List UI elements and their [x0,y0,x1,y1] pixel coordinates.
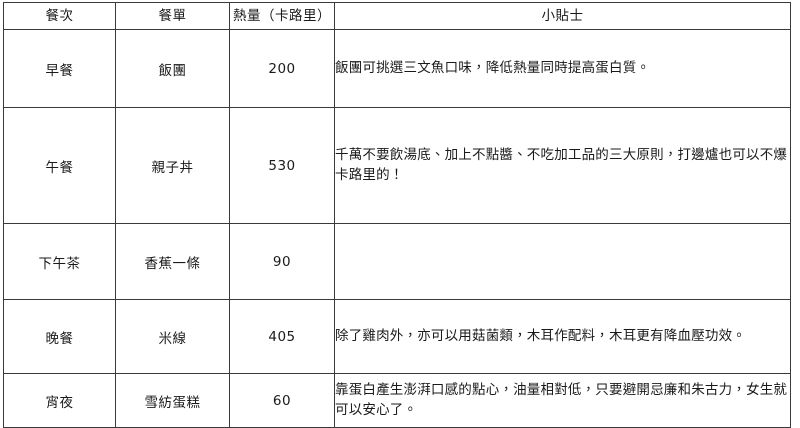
cell-item: 飯團 [115,29,230,108]
cell-tip: 飯團可挑選三文魚口味，降低熱量同時提高蛋白質。 [334,29,791,108]
cell-item: 雪紡蛋糕 [115,373,230,428]
table-row: 下午茶 香蕉一條 90 [3,223,791,300]
cell-meal: 早餐 [3,29,116,108]
table-row: 午餐 親子丼 530 千萬不要飲湯底、加上不點醬、不吃加工品的三大原則，打邊爐也… [3,107,791,224]
cell-calorie: 530 [229,107,335,224]
cell-item: 親子丼 [115,107,230,224]
column-header-tip: 小貼士 [334,2,791,30]
cell-meal: 晚餐 [3,299,116,374]
cell-calorie: 90 [229,223,335,300]
cell-calorie: 60 [229,373,335,428]
table-row: 晚餐 米線 405 除了雞肉外，亦可以用菇菌類，木耳作配料，木耳更有降血壓功效。 [3,299,791,374]
table-header-row: 餐次 餐單 熱量（卡路里） 小貼士 [3,2,791,30]
column-header-item: 餐單 [115,2,230,30]
cell-tip: 除了雞肉外，亦可以用菇菌類，木耳作配料，木耳更有降血壓功效。 [334,299,791,374]
cell-tip: 千萬不要飲湯底、加上不點醬、不吃加工品的三大原則，打邊爐也可以不爆卡路里的！ [334,107,791,224]
cell-calorie: 200 [229,29,335,108]
table-head: 餐次 餐單 熱量（卡路里） 小貼士 [3,2,791,30]
table-body: 早餐 飯團 200 飯團可挑選三文魚口味，降低熱量同時提高蛋白質。 午餐 親子丼… [3,29,791,428]
table-row: 早餐 飯團 200 飯團可挑選三文魚口味，降低熱量同時提高蛋白質。 [3,29,791,108]
meal-plan-table: 餐次 餐單 熱量（卡路里） 小貼士 早餐 飯團 200 飯團可挑選三文魚口味，降… [3,2,791,428]
cell-meal: 宵夜 [3,373,116,428]
column-header-meal: 餐次 [3,2,116,30]
cell-tip: 靠蛋白產生澎湃口感的點心，油量相對低，只要避開忌廉和朱古力，女生就可以安心了。 [334,373,791,428]
cell-meal: 下午茶 [3,223,116,300]
column-header-calorie: 熱量（卡路里） [229,2,335,30]
cell-calorie: 405 [229,299,335,374]
cell-tip [334,223,791,300]
cell-meal: 午餐 [3,107,116,224]
cell-item: 香蕉一條 [115,223,230,300]
table-row: 宵夜 雪紡蛋糕 60 靠蛋白產生澎湃口感的點心，油量相對低，只要避開忌廉和朱古力… [3,373,791,428]
cell-item: 米線 [115,299,230,374]
